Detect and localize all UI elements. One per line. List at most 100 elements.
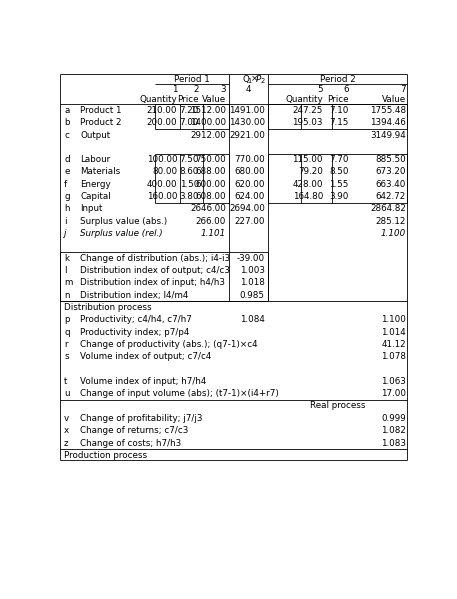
Text: 642.72: 642.72	[376, 192, 406, 201]
Text: 164.80: 164.80	[292, 192, 323, 201]
Text: Productivity index; p7/p4: Productivity index; p7/p4	[80, 328, 190, 337]
Text: Change of input volume (abs); (t7-1)×(i4+r7): Change of input volume (abs); (t7-1)×(i4…	[80, 389, 279, 398]
Text: -39.00: -39.00	[237, 254, 265, 263]
Text: 41.12: 41.12	[381, 340, 406, 349]
Text: 1.55: 1.55	[329, 180, 349, 189]
Text: e: e	[64, 168, 69, 177]
Text: 266.00: 266.00	[196, 217, 226, 226]
Text: 7.20: 7.20	[180, 106, 199, 115]
Text: 3.80: 3.80	[180, 192, 199, 201]
Text: 1394.46: 1394.46	[370, 118, 406, 127]
Text: Capital: Capital	[80, 192, 111, 201]
Text: Change of productivity (abs.); (q7-1)×c4: Change of productivity (abs.); (q7-1)×c4	[80, 340, 258, 349]
Text: Value: Value	[382, 95, 406, 104]
Text: Quantity: Quantity	[140, 95, 177, 104]
Text: z: z	[64, 438, 69, 447]
Text: Change of returns; c7/c3: Change of returns; c7/c3	[80, 426, 189, 435]
Text: ×: ×	[251, 75, 258, 84]
Text: 8.60: 8.60	[180, 168, 199, 177]
Text: 115.00: 115.00	[292, 155, 323, 164]
Text: 1.084: 1.084	[240, 315, 265, 324]
Text: j: j	[64, 229, 66, 238]
Text: 2: 2	[193, 84, 199, 93]
Text: Product 2: Product 2	[80, 118, 122, 127]
Text: s: s	[64, 352, 69, 361]
Text: f: f	[64, 180, 67, 189]
Text: P: P	[255, 75, 261, 84]
Text: 7.00: 7.00	[180, 118, 199, 127]
Text: 1.003: 1.003	[240, 266, 265, 275]
Text: 7.15: 7.15	[329, 118, 349, 127]
Text: 3: 3	[220, 84, 226, 93]
Text: 0.985: 0.985	[240, 291, 265, 300]
Text: 673.20: 673.20	[375, 168, 406, 177]
Text: 624.00: 624.00	[234, 192, 265, 201]
Text: t: t	[64, 377, 68, 386]
Text: 2864.82: 2864.82	[370, 204, 406, 213]
Text: Output: Output	[80, 131, 111, 140]
Text: 80.00: 80.00	[152, 168, 177, 177]
Text: k: k	[64, 254, 69, 263]
Text: r: r	[64, 340, 68, 349]
Text: 1: 1	[247, 78, 251, 84]
Text: 0.999: 0.999	[381, 414, 406, 423]
Text: Distribution index; l4/m4: Distribution index; l4/m4	[80, 291, 189, 300]
Text: 2: 2	[260, 78, 265, 84]
Text: Value: Value	[202, 95, 226, 104]
Text: h: h	[64, 204, 69, 213]
Text: 885.50: 885.50	[375, 155, 406, 164]
Text: b: b	[64, 118, 69, 127]
Text: 4: 4	[246, 84, 251, 93]
Text: 17.00: 17.00	[381, 389, 406, 398]
Text: 400.00: 400.00	[147, 180, 177, 189]
Text: 100.00: 100.00	[147, 155, 177, 164]
Text: 5: 5	[317, 84, 323, 93]
Text: 1.078: 1.078	[381, 352, 406, 361]
Text: 2646.00: 2646.00	[190, 204, 226, 213]
Text: 1512.00: 1512.00	[190, 106, 226, 115]
Text: 1.50: 1.50	[180, 180, 199, 189]
Text: p: p	[64, 315, 69, 324]
Text: v: v	[64, 414, 69, 423]
Text: 3149.94: 3149.94	[370, 131, 406, 140]
Text: 663.40: 663.40	[376, 180, 406, 189]
Text: 1: 1	[172, 84, 177, 93]
Text: Change of profitability; j7/j3: Change of profitability; j7/j3	[80, 414, 203, 423]
Text: 750.00: 750.00	[195, 155, 226, 164]
Text: 195.03: 195.03	[292, 118, 323, 127]
Text: 2694.00: 2694.00	[229, 204, 265, 213]
Text: 1.083: 1.083	[381, 438, 406, 447]
Text: 210.00: 210.00	[147, 106, 177, 115]
Text: 620.00: 620.00	[234, 180, 265, 189]
Text: 8.50: 8.50	[329, 168, 349, 177]
Text: 1.101: 1.101	[201, 229, 226, 238]
Text: Quantity: Quantity	[285, 95, 323, 104]
Text: g: g	[64, 192, 70, 201]
Text: 79.20: 79.20	[298, 168, 323, 177]
Text: Volume index of output; c7/c4: Volume index of output; c7/c4	[80, 352, 212, 361]
Text: Change of distribution (abs.); i4-i3: Change of distribution (abs.); i4-i3	[80, 254, 230, 263]
Text: Productivity; c4/h4, c7/h7: Productivity; c4/h4, c7/h7	[80, 315, 192, 324]
Text: 7.70: 7.70	[329, 155, 349, 164]
Text: 3.90: 3.90	[329, 192, 349, 201]
Text: 1.063: 1.063	[381, 377, 406, 386]
Text: Energy: Energy	[80, 180, 111, 189]
Text: 770.00: 770.00	[234, 155, 265, 164]
Text: Surplus value (abs.): Surplus value (abs.)	[80, 217, 168, 226]
Text: c: c	[64, 131, 69, 140]
Text: Real process: Real process	[310, 401, 366, 410]
Text: 7.10: 7.10	[329, 106, 349, 115]
Text: m: m	[64, 279, 73, 288]
Text: Distribution index of output; c4/c3: Distribution index of output; c4/c3	[80, 266, 230, 275]
Text: Labour: Labour	[80, 155, 111, 164]
Text: i: i	[64, 217, 67, 226]
Text: 7: 7	[400, 84, 406, 93]
Text: 160.00: 160.00	[147, 192, 177, 201]
Text: Volume index of input; h7/h4: Volume index of input; h7/h4	[80, 377, 207, 386]
Text: Distribution process: Distribution process	[64, 303, 152, 312]
Text: 608.00: 608.00	[196, 192, 226, 201]
Text: 247.25: 247.25	[292, 106, 323, 115]
Text: u: u	[64, 389, 69, 398]
Text: 1400.00: 1400.00	[190, 118, 226, 127]
Text: Q: Q	[242, 75, 249, 84]
